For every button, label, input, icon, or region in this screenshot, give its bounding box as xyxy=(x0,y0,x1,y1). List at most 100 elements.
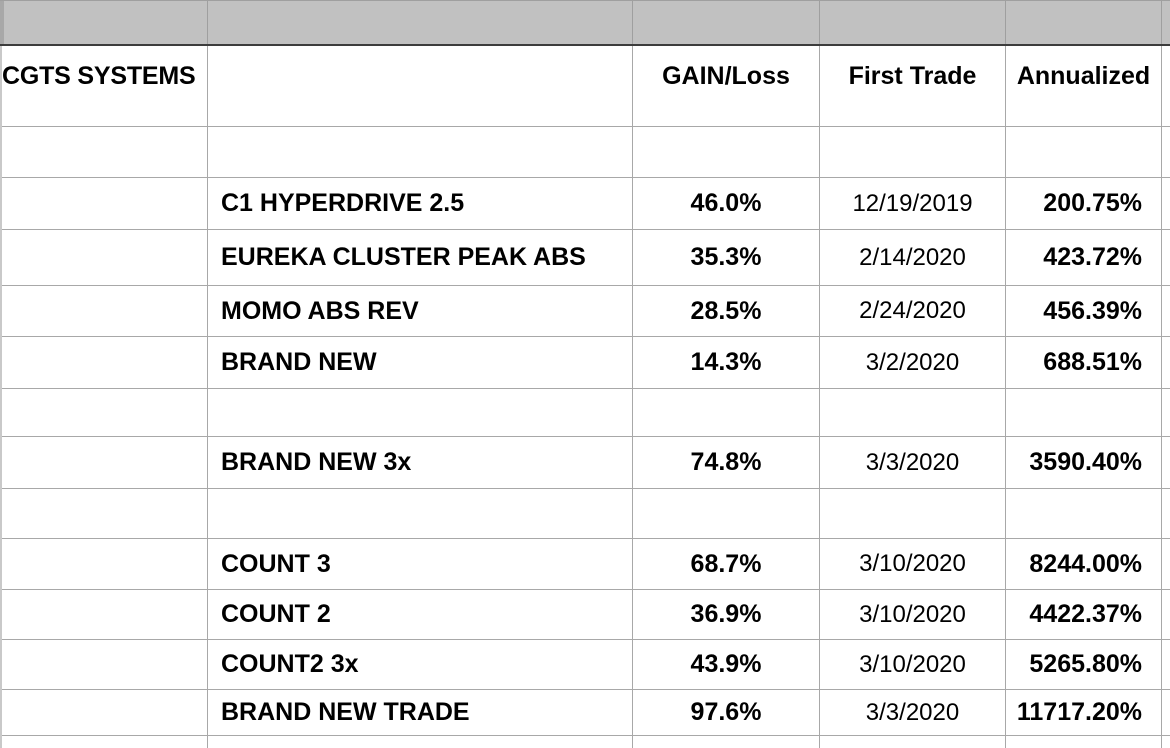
cell-row-margin[interactable] xyxy=(0,590,208,640)
cell-first-trade[interactable] xyxy=(820,389,1006,437)
cell-system-name[interactable]: BRAND NEW TRADE xyxy=(208,690,633,736)
cell-overflow[interactable] xyxy=(1162,286,1170,337)
cell-row-margin[interactable] xyxy=(0,640,208,690)
cell-gain-loss[interactable]: 14.3% xyxy=(633,337,820,389)
cell-overflow[interactable] xyxy=(1162,590,1170,640)
cell-row-margin[interactable] xyxy=(0,539,208,590)
cell-overflow[interactable] xyxy=(1162,437,1170,489)
cell-system-name[interactable] xyxy=(208,389,633,437)
cell-system-name[interactable]: MOMO ABS REV xyxy=(208,286,633,337)
cell-gain-loss[interactable] xyxy=(633,736,820,748)
cell-row-margin[interactable] xyxy=(0,389,208,437)
cell-row-margin[interactable] xyxy=(0,489,208,539)
cell-annualized[interactable]: 11717.20% xyxy=(1006,690,1162,736)
cell-row-margin[interactable] xyxy=(0,337,208,389)
band-cell-d[interactable] xyxy=(820,1,1006,44)
cell-row-margin[interactable] xyxy=(0,736,208,748)
table-header-row: CGTS SYSTEMS GAIN/Loss First Trade Annua… xyxy=(0,46,1170,127)
cell-gain-loss[interactable] xyxy=(633,489,820,539)
cell-overflow[interactable] xyxy=(1162,736,1170,748)
cell-first-trade[interactable]: 3/2/2020 xyxy=(820,337,1006,389)
cell-first-trade[interactable]: 12/19/2019 xyxy=(820,178,1006,230)
cell-annualized[interactable]: 3590.40% xyxy=(1006,437,1162,489)
cell-first-trade[interactable] xyxy=(820,489,1006,539)
cell-gain-loss[interactable]: 28.5% xyxy=(633,286,820,337)
header-cell-annualized[interactable]: Annualized xyxy=(1006,46,1162,127)
cell-gain-loss[interactable]: 36.9% xyxy=(633,590,820,640)
table-row: BRAND NEW 14.3% 3/2/2020 688.51% xyxy=(0,337,1170,389)
cell-overflow[interactable] xyxy=(1162,640,1170,690)
cell-gain-loss[interactable]: 35.3% xyxy=(633,230,820,286)
cell-annualized[interactable] xyxy=(1006,736,1162,748)
cell-annualized[interactable]: 8244.00% xyxy=(1006,539,1162,590)
cell-first-trade[interactable]: 2/14/2020 xyxy=(820,230,1006,286)
cell-annualized[interactable]: 200.75% xyxy=(1006,178,1162,230)
cell-annualized[interactable] xyxy=(1006,489,1162,539)
cell-system-name[interactable]: BRAND NEW 3x xyxy=(208,437,633,489)
table-row: EUREKA CLUSTER PEAK ABS 35.3% 2/14/2020 … xyxy=(0,230,1170,286)
cell-overflow[interactable] xyxy=(1162,389,1170,437)
cell-system-name[interactable]: EUREKA CLUSTER PEAK ABS xyxy=(208,230,633,286)
cell-row-margin[interactable] xyxy=(0,286,208,337)
cell-gain-loss[interactable] xyxy=(633,127,820,178)
table-body: C1 HYPERDRIVE 2.5 46.0% 12/19/2019 200.7… xyxy=(0,127,1170,748)
cell-annualized[interactable]: 4422.37% xyxy=(1006,590,1162,640)
cell-annualized[interactable]: 688.51% xyxy=(1006,337,1162,389)
cell-row-margin[interactable] xyxy=(0,178,208,230)
cell-first-trade[interactable] xyxy=(820,736,1006,748)
cell-annualized[interactable]: 5265.80% xyxy=(1006,640,1162,690)
cell-system-name[interactable]: C1 HYPERDRIVE 2.5 xyxy=(208,178,633,230)
table-row: BRAND NEW 3x 74.8% 3/3/2020 3590.40% xyxy=(0,437,1170,489)
cell-system-name[interactable]: COUNT 2 xyxy=(208,590,633,640)
cell-first-trade[interactable]: 3/10/2020 xyxy=(820,590,1006,640)
table-row xyxy=(0,127,1170,178)
header-cell-title[interactable]: CGTS SYSTEMS xyxy=(0,46,208,127)
cell-overflow[interactable] xyxy=(1162,489,1170,539)
cell-first-trade[interactable] xyxy=(820,127,1006,178)
cell-first-trade[interactable]: 3/3/2020 xyxy=(820,437,1006,489)
cell-system-name[interactable]: BRAND NEW xyxy=(208,337,633,389)
band-cell-c[interactable] xyxy=(633,1,820,44)
cell-first-trade[interactable]: 3/10/2020 xyxy=(820,539,1006,590)
table-row: BRAND NEW TRADE 97.6% 3/3/2020 11717.20% xyxy=(0,690,1170,736)
cell-gain-loss[interactable]: 46.0% xyxy=(633,178,820,230)
cell-first-trade[interactable]: 3/10/2020 xyxy=(820,640,1006,690)
cell-overflow[interactable] xyxy=(1162,127,1170,178)
cell-row-margin[interactable] xyxy=(0,690,208,736)
cell-system-name[interactable] xyxy=(208,489,633,539)
cell-overflow[interactable] xyxy=(1162,539,1170,590)
cell-system-name[interactable]: COUNT 3 xyxy=(208,539,633,590)
cell-annualized[interactable]: 423.72% xyxy=(1006,230,1162,286)
band-cell-b[interactable] xyxy=(208,1,633,44)
header-cell-name[interactable] xyxy=(208,46,633,127)
cell-annualized[interactable] xyxy=(1006,389,1162,437)
cell-overflow[interactable] xyxy=(1162,230,1170,286)
table-row xyxy=(0,736,1170,748)
cell-overflow[interactable] xyxy=(1162,337,1170,389)
cell-gain-loss[interactable] xyxy=(633,389,820,437)
cell-row-margin[interactable] xyxy=(0,127,208,178)
cell-row-margin[interactable] xyxy=(0,230,208,286)
cell-system-name[interactable] xyxy=(208,736,633,748)
cell-gain-loss[interactable]: 68.7% xyxy=(633,539,820,590)
header-cell-gain-loss[interactable]: GAIN/Loss xyxy=(633,46,820,127)
cell-annualized[interactable]: 456.39% xyxy=(1006,286,1162,337)
band-cell-a[interactable] xyxy=(0,1,208,44)
cell-overflow[interactable] xyxy=(1162,690,1170,736)
cell-overflow[interactable] xyxy=(1162,178,1170,230)
header-cell-first-trade[interactable]: First Trade xyxy=(820,46,1006,127)
header-cell-overflow[interactable] xyxy=(1162,46,1170,127)
table-row: MOMO ABS REV 28.5% 2/24/2020 456.39% xyxy=(0,286,1170,337)
table-row: C1 HYPERDRIVE 2.5 46.0% 12/19/2019 200.7… xyxy=(0,178,1170,230)
cell-first-trade[interactable]: 3/3/2020 xyxy=(820,690,1006,736)
cell-first-trade[interactable]: 2/24/2020 xyxy=(820,286,1006,337)
cell-gain-loss[interactable]: 43.9% xyxy=(633,640,820,690)
cell-row-margin[interactable] xyxy=(0,437,208,489)
cell-system-name[interactable]: COUNT2 3x xyxy=(208,640,633,690)
cell-gain-loss[interactable]: 74.8% xyxy=(633,437,820,489)
cell-system-name[interactable] xyxy=(208,127,633,178)
cell-gain-loss[interactable]: 97.6% xyxy=(633,690,820,736)
band-cell-e[interactable] xyxy=(1006,1,1162,44)
band-cell-f[interactable] xyxy=(1162,1,1170,44)
cell-annualized[interactable] xyxy=(1006,127,1162,178)
